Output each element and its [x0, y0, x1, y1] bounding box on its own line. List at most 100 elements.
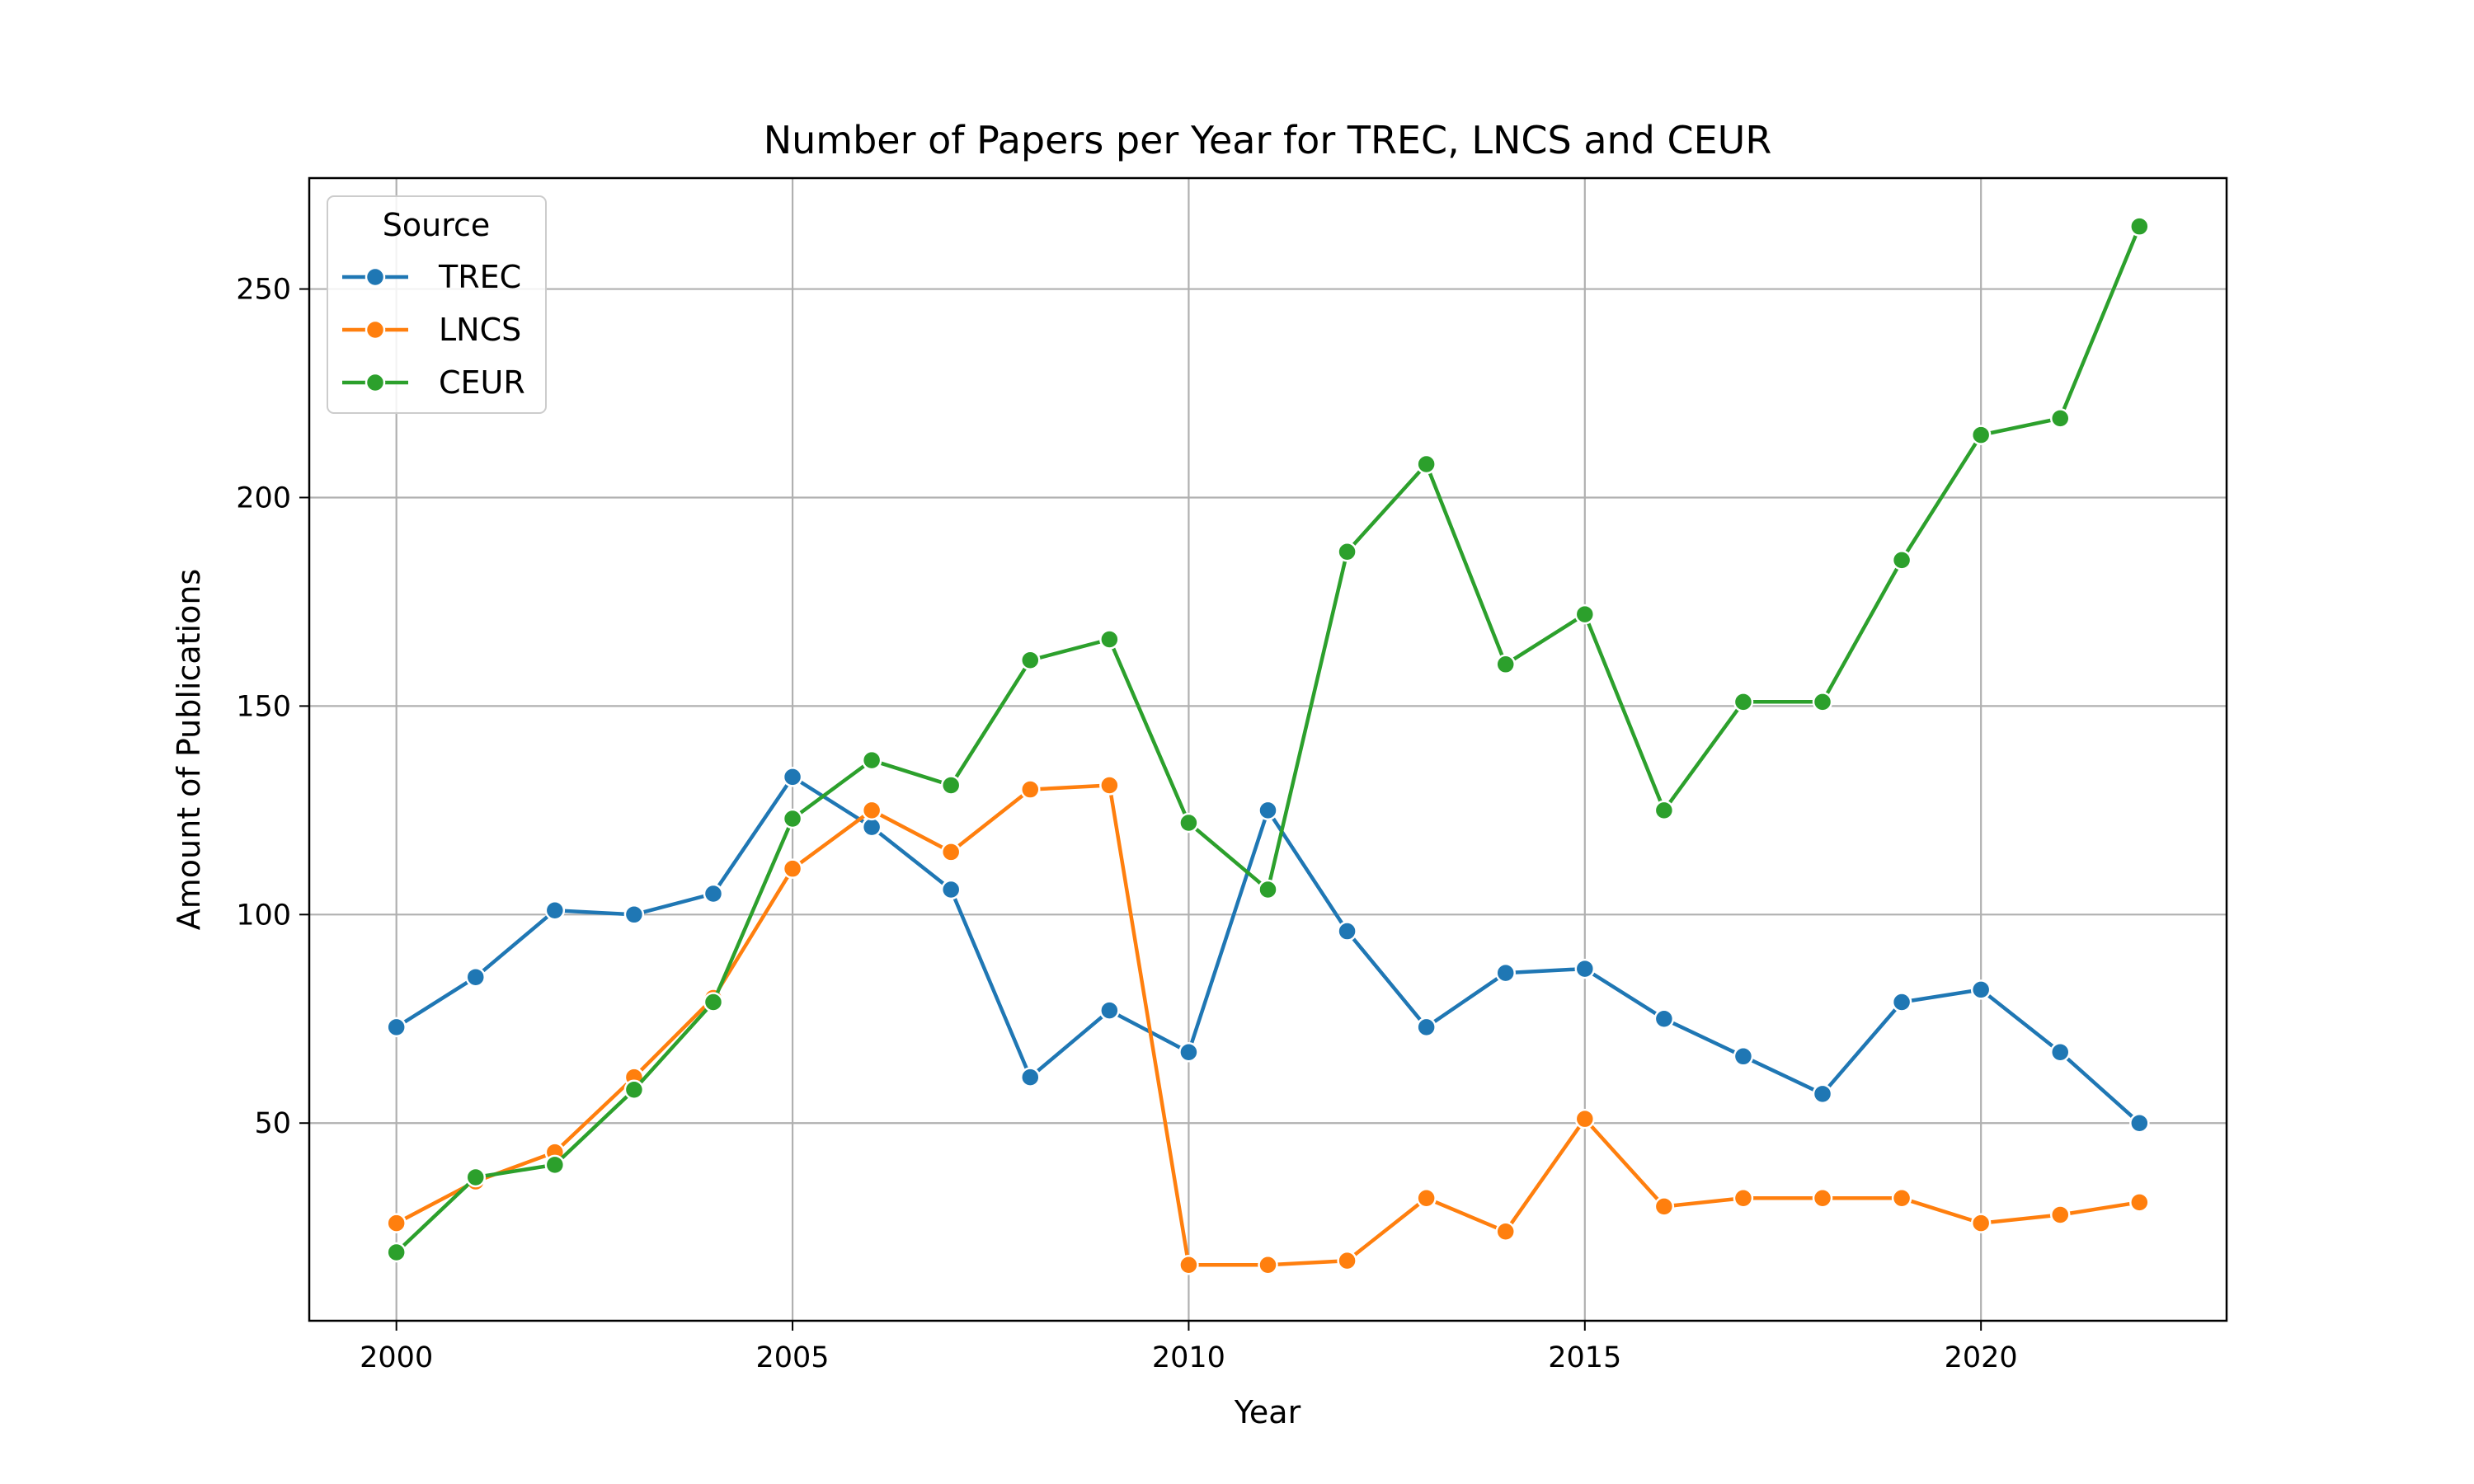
trec-point [1812, 1083, 1833, 1105]
ceur-point [465, 1167, 487, 1188]
trec-point [1020, 1067, 1041, 1087]
ceur-point [2049, 408, 2071, 429]
lncs-point [1337, 1250, 1357, 1271]
grid-lines [309, 178, 2227, 1321]
trec-point [2049, 1041, 2071, 1063]
lncs-point [1178, 1254, 1199, 1275]
ceur-point [1178, 812, 1199, 834]
x-tick-label: 2015 [1548, 1341, 1621, 1374]
ceur-point [1653, 800, 1675, 821]
trec-point [1099, 1000, 1120, 1021]
series-lncs [386, 775, 2150, 1275]
trec-point [940, 879, 962, 900]
x-axis-ticks: 2000 2005 2010 2015 2020 [360, 1321, 2018, 1374]
ceur-point [2129, 216, 2150, 237]
lncs-point [1416, 1188, 1437, 1209]
y-axis-ticks: 50 100 150 200 250 [236, 274, 309, 1140]
ceur-point [703, 992, 724, 1012]
lncs-point [1733, 1188, 1754, 1209]
ceur-point [386, 1242, 407, 1263]
ceur-point [1099, 629, 1120, 650]
lncs-point [1970, 1213, 1992, 1233]
trec-point [1733, 1046, 1754, 1067]
trec-point [623, 904, 645, 925]
lncs-point [386, 1213, 407, 1233]
series-trec [386, 767, 2150, 1134]
lncs-point [1891, 1188, 1912, 1209]
ceur-point [940, 775, 962, 796]
ceur-point [1258, 879, 1278, 900]
legend-label: CEUR [439, 364, 525, 401]
ceur-point [1495, 654, 1516, 675]
lncs-point [1258, 1254, 1278, 1275]
legend-swatch-marker [365, 372, 386, 393]
trec-point [465, 966, 487, 988]
legend-label: LNCS [439, 312, 521, 348]
lncs-point [1812, 1188, 1833, 1209]
ceur-point [861, 749, 882, 771]
legend: Source TREC LNCS CEUR [327, 195, 547, 414]
series-ceur [386, 216, 2150, 1263]
lncs-point [861, 800, 882, 821]
lncs-point [1020, 779, 1041, 800]
lncs-point [2129, 1192, 2150, 1213]
trec-point [782, 767, 803, 787]
ceur-point [1020, 650, 1041, 671]
ceur-point [623, 1079, 645, 1101]
trec-point [703, 883, 724, 904]
legend-swatch-marker [365, 266, 386, 288]
y-tick-label: 150 [236, 690, 291, 723]
series-layer [386, 216, 2150, 1275]
legend-entries: TREC LNCS CEUR [342, 259, 525, 401]
legend-entry-lncs: LNCS [342, 312, 521, 348]
ceur-point [1574, 603, 1596, 625]
trec-point [1970, 979, 1992, 1000]
trec-point [1337, 921, 1357, 942]
x-axis-label: Year [1234, 1394, 1301, 1430]
lncs-point [940, 842, 962, 862]
ceur-point [1891, 550, 1912, 571]
legend-title: Source [383, 207, 491, 243]
y-axis-label: Amount of Publications [171, 569, 207, 930]
y-tick-label: 100 [236, 899, 291, 932]
trec-point [1416, 1017, 1437, 1038]
x-tick-label: 2010 [1152, 1341, 1225, 1374]
ceur-point [1416, 453, 1437, 475]
legend-entry-trec: TREC [342, 259, 521, 295]
ceur-point [1812, 692, 1833, 712]
x-tick-label: 2005 [756, 1341, 830, 1374]
lncs-point [1653, 1196, 1675, 1217]
ceur-point [1970, 425, 1992, 445]
trec-point [1495, 962, 1516, 984]
trec-point [1891, 992, 1912, 1012]
trec-point [2129, 1112, 2150, 1134]
ceur-point [1337, 541, 1357, 562]
legend-box [327, 195, 547, 414]
trec-point [386, 1017, 407, 1038]
lncs-point [2049, 1205, 2071, 1225]
chart-title: Number of Papers per Year for TREC, LNCS… [764, 118, 1772, 162]
plot-area-frame [308, 176, 2228, 1322]
x-tick-label: 2000 [360, 1341, 433, 1374]
y-tick-label: 200 [236, 481, 291, 514]
trec-point [1178, 1041, 1199, 1063]
ceur-point [544, 1154, 566, 1176]
legend-swatch-marker [365, 319, 386, 340]
trec-point [1653, 1008, 1675, 1030]
y-tick-label: 50 [254, 1107, 291, 1140]
trec-point [1574, 958, 1596, 979]
trec-point [544, 900, 566, 921]
x-tick-label: 2020 [1945, 1341, 2018, 1374]
trec-point [1258, 800, 1278, 821]
ceur-point [1733, 692, 1754, 712]
ceur-point [782, 808, 803, 829]
lncs-point [782, 858, 803, 879]
trec-point [861, 816, 882, 838]
lncs-point [1099, 775, 1120, 796]
legend-entry-ceur: CEUR [342, 364, 525, 401]
lncs-point [1495, 1221, 1516, 1242]
y-tick-label: 250 [236, 274, 291, 307]
lncs-point [1574, 1108, 1596, 1129]
legend-label: TREC [438, 259, 521, 295]
